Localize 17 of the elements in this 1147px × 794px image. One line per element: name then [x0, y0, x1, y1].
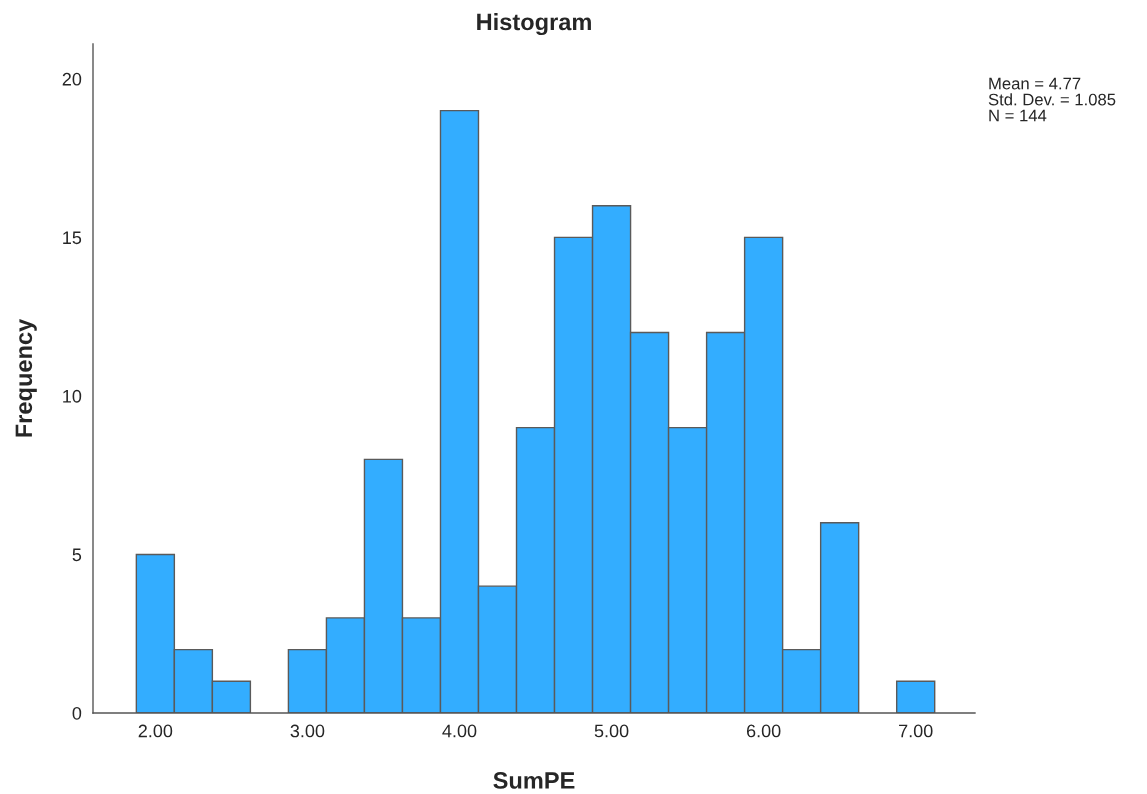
y-tick-label: 15	[63, 231, 82, 245]
y-tick-label: 20	[62, 72, 82, 86]
y-tick-label: 5	[72, 548, 82, 562]
text: N = 144	[989, 109, 1047, 122]
y-axis-title: Frequency	[15, 318, 37, 437]
y-tick-label: 10	[63, 389, 82, 403]
x-axis-title: SumPE	[493, 772, 575, 789]
x-tick-label: 5.00	[594, 724, 629, 738]
y-tick-label: 0	[72, 706, 82, 720]
chart-title: Histogram	[477, 13, 591, 36]
x-tick-label: 6.00	[746, 724, 781, 738]
x-tick-label: 4.00	[442, 724, 477, 738]
text: Mean = 4.77	[989, 77, 1081, 90]
x-tick-label: 7.00	[899, 724, 933, 738]
x-tick-label: 2.00	[138, 724, 173, 738]
x-tick-label: 3.00	[290, 724, 325, 738]
text: Std. Dev. = 1.085	[988, 93, 1116, 106]
